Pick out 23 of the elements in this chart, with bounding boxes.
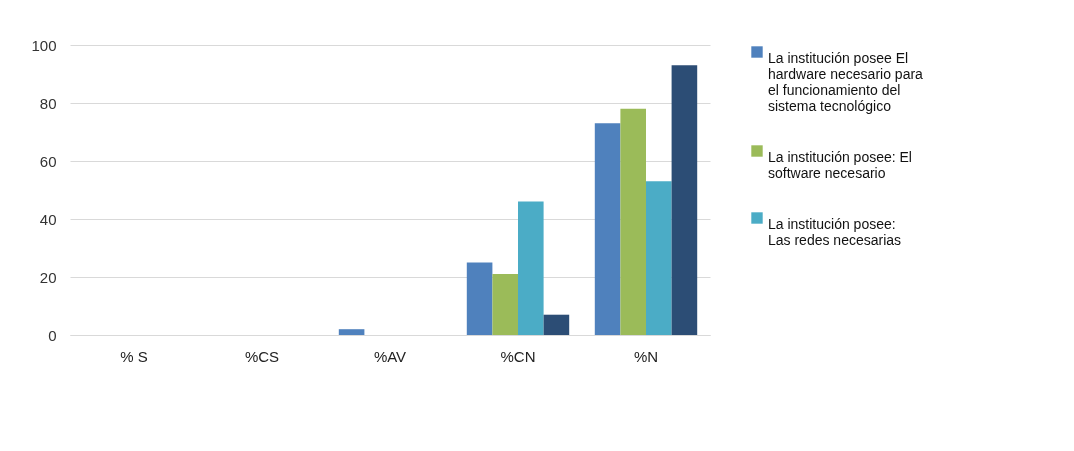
x-tick-label: % S [120,347,148,365]
x-tick-label: %AV [373,347,407,365]
bar [594,123,621,335]
bar [492,274,518,335]
bar [646,181,672,335]
y-tick-label: 0 [48,326,57,344]
bar [671,65,698,335]
bar [518,201,544,335]
y-tick-label: 20 [39,268,57,286]
y-tick-label: 40 [39,210,57,228]
y-tick-label: 100 [31,36,57,54]
x-tick-label: %CS [244,347,280,365]
legend-label: La institución posee El hardware necesario para el funcionamiento del sistema tecnológico [768,50,924,114]
x-tick-label: %CN [500,347,536,365]
legend-label: La institución posee: Las redes necesarias [768,216,902,248]
bar [620,108,646,335]
legend-label: La institución posee: El software necesario [768,149,912,181]
y-tick-label: 60 [39,152,57,170]
bar [543,314,570,335]
y-tick-label: 80 [39,94,57,112]
bar [466,262,493,335]
bar [338,329,365,335]
x-tick-label: %N [633,347,659,365]
